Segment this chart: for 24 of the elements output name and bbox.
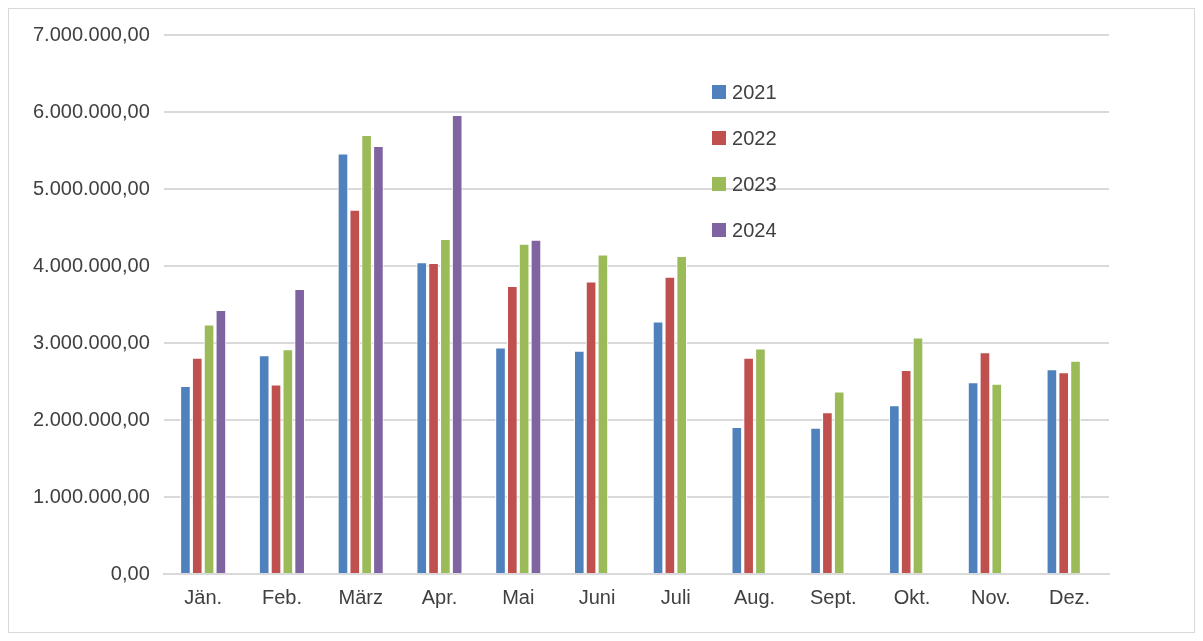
x-tick-label: Jän. — [184, 585, 223, 608]
x-tick-label: Juli — [660, 585, 691, 608]
y-tick-label: 3.000.000,00 — [33, 330, 150, 353]
x-tick-label: Dez. — [1049, 585, 1091, 608]
x-tick-label: Sept. — [809, 585, 857, 608]
y-tick-label: 4.000.000,00 — [33, 253, 150, 276]
legend-label: 2024 — [732, 218, 777, 241]
x-tick-label: Nov. — [971, 585, 1011, 608]
y-tick-label: 7.000.000,00 — [33, 22, 150, 45]
x-tick-label: Okt. — [893, 585, 931, 608]
y-tick-label: 6.000.000,00 — [33, 99, 150, 122]
y-tick-label: 1.000.000,00 — [33, 484, 150, 507]
x-tick-label: Mai — [502, 585, 535, 608]
legend-label: 2022 — [732, 126, 777, 149]
x-tick-label: Juni — [578, 585, 616, 608]
x-tick-label: März — [338, 585, 383, 608]
y-tick-label: 5.000.000,00 — [33, 176, 150, 199]
x-tick-label: Apr. — [421, 585, 458, 608]
x-tick-label: Aug. — [733, 585, 776, 608]
x-tick-label: Feb. — [261, 585, 302, 608]
legend-label: 2021 — [732, 80, 777, 103]
y-tick-label: 2.000.000,00 — [33, 407, 150, 430]
legend-label: 2023 — [732, 172, 777, 195]
y-tick-label: 0,00 — [110, 561, 150, 584]
